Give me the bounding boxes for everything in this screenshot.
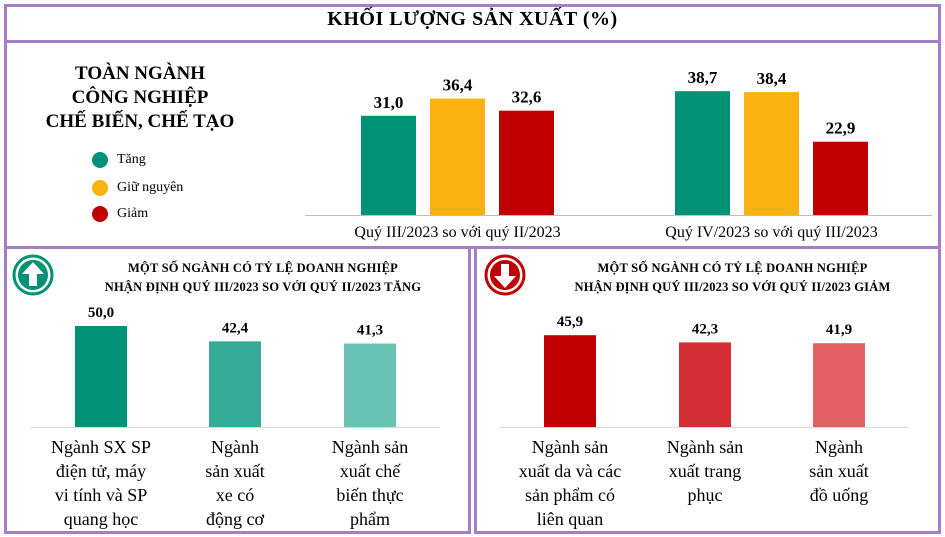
panel-title-line: MỘT SỐ NGÀNH CÓ TỶ LỆ DOANH NGHIỆP bbox=[597, 261, 868, 275]
bar bbox=[499, 110, 554, 215]
category-label: Ngành sản bbox=[667, 437, 743, 457]
legend-item-unchanged: Giữ nguyên bbox=[92, 180, 183, 196]
section-title: TOÀN NGÀNH CÔNG NGHIỆP CHẾ BIẾN, CHẾ TẠO bbox=[20, 62, 260, 134]
category-label: xe có bbox=[216, 485, 254, 505]
data-label: 41,3 bbox=[357, 323, 383, 339]
legend-label: Tăng bbox=[117, 152, 146, 167]
bar bbox=[544, 335, 596, 427]
decrease-panel-title: MỘT SỐ NGÀNH CÓ TỶ LỆ DOANH NGHIỆP NHẬN … bbox=[530, 259, 935, 297]
panel-title-line: NHẬN ĐỊNH QUÝ III/2023 SO VỚI QUÝ II/202… bbox=[574, 280, 891, 294]
data-label: 50,0 bbox=[88, 305, 114, 321]
increase-panel-title: MỘT SỐ NGÀNH CÓ TỶ LỆ DOANH NGHIỆP NHẬN … bbox=[58, 259, 468, 297]
category-label: sản xuất bbox=[809, 461, 868, 481]
category-label: xuất trang bbox=[669, 461, 741, 481]
main-title: KHỐI LƯỢNG SẢN XUẤT (%) bbox=[327, 8, 618, 30]
bar bbox=[813, 343, 865, 427]
panel-title-line: MỘT SỐ NGÀNH CÓ TỶ LỆ DOANH NGHIỆP bbox=[128, 261, 398, 275]
legend-label: Giảm bbox=[117, 206, 149, 221]
category-label: Ngành bbox=[211, 437, 259, 457]
legend-swatch-increase bbox=[92, 152, 108, 168]
data-label: 45,9 bbox=[557, 314, 583, 330]
category-label: phục bbox=[688, 485, 723, 505]
category-label: xuất chế bbox=[340, 461, 401, 481]
data-label: 38,7 bbox=[688, 68, 718, 87]
up-arrow-icon bbox=[12, 254, 54, 296]
down-arrow-icon bbox=[484, 254, 526, 296]
bar bbox=[75, 326, 127, 427]
category-label: động cơ bbox=[206, 509, 264, 529]
section-title-line: CÔNG NGHIỆP bbox=[71, 87, 209, 108]
category-label: sản xuất bbox=[205, 461, 264, 481]
category-label: sản phẩm có bbox=[525, 485, 615, 505]
section-title-line: TOÀN NGÀNH bbox=[74, 63, 206, 84]
category-label: xuất da và các bbox=[519, 461, 621, 481]
bar bbox=[209, 341, 261, 427]
bar bbox=[675, 91, 730, 215]
category-label: điện tử, máy bbox=[56, 461, 146, 481]
data-label: 36,4 bbox=[443, 76, 473, 95]
category-label: liên quan bbox=[537, 509, 603, 529]
section-title-line: CHẾ BIẾN, CHẾ TẠO bbox=[45, 111, 235, 132]
bar bbox=[361, 115, 416, 215]
panel-title-line: NHẬN ĐỊNH QUÝ III/2023 SO VỚI QUÝ II/202… bbox=[104, 280, 422, 294]
category-label: Ngành sản bbox=[332, 437, 408, 457]
bar bbox=[744, 92, 799, 215]
data-label: 38,4 bbox=[757, 69, 787, 88]
category-label: Ngành sản bbox=[532, 437, 608, 457]
legend-swatch-decrease bbox=[92, 206, 108, 222]
category-label: biến thực bbox=[336, 485, 403, 505]
data-label: 22,9 bbox=[826, 119, 856, 138]
data-label: 31,0 bbox=[374, 93, 404, 112]
category-label: Quý III/2023 so với quý II/2023 bbox=[354, 224, 560, 241]
data-label: 42,4 bbox=[222, 320, 249, 336]
data-label: 32,6 bbox=[512, 88, 542, 107]
legend-label: Giữ nguyên bbox=[117, 180, 184, 195]
category-label: vi tính và SP bbox=[55, 485, 148, 505]
bar bbox=[813, 141, 868, 215]
bar bbox=[679, 342, 731, 427]
legend-swatch-unchanged bbox=[92, 180, 108, 196]
bar bbox=[430, 98, 485, 215]
bar bbox=[344, 343, 396, 427]
category-label: phẩm bbox=[350, 509, 390, 529]
legend-item-increase: Tăng bbox=[92, 152, 146, 168]
data-label: 42,3 bbox=[692, 321, 718, 337]
category-label: đồ uống bbox=[810, 485, 869, 505]
category-label: Quý IV/2023 so với quý III/2023 bbox=[665, 224, 877, 241]
category-label: Ngành SX SP bbox=[51, 437, 151, 457]
data-label: 41,9 bbox=[826, 322, 852, 338]
category-label: Ngành bbox=[815, 437, 863, 457]
legend-item-decrease: Giảm bbox=[92, 206, 148, 222]
category-label: quang học bbox=[64, 509, 138, 529]
